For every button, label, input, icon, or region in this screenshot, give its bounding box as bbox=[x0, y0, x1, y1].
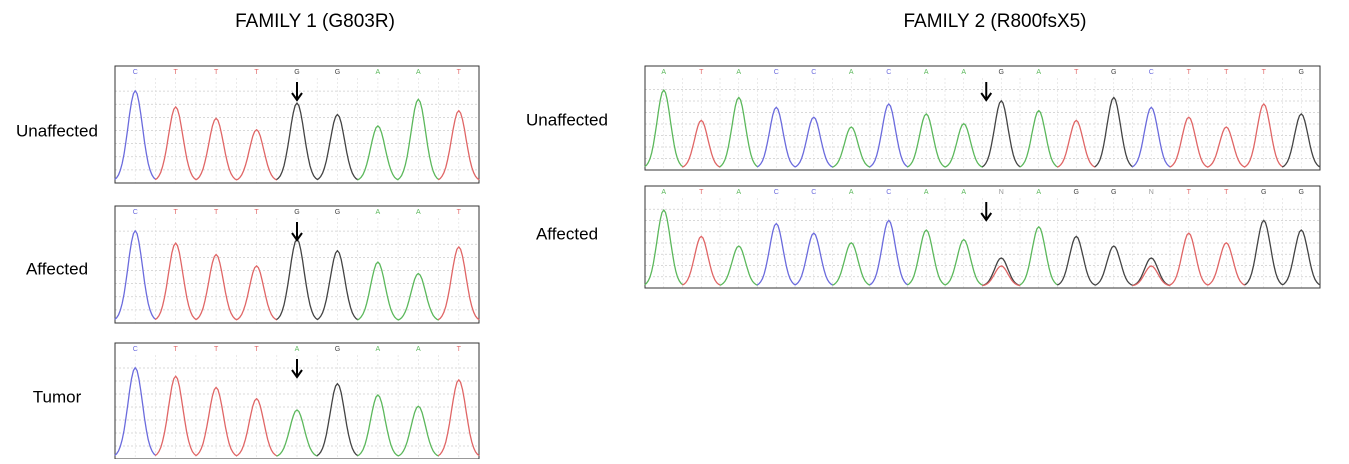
base-call: G bbox=[1111, 189, 1116, 196]
base-call: G bbox=[1299, 69, 1304, 76]
base-call: A bbox=[416, 209, 421, 216]
row-label: Affected bbox=[536, 224, 598, 243]
base-call: G bbox=[999, 69, 1004, 76]
base-call: C bbox=[774, 69, 779, 76]
base-call: A bbox=[924, 189, 929, 196]
base-call: A bbox=[1036, 69, 1041, 76]
base-call: C bbox=[133, 209, 138, 216]
base-call: C bbox=[133, 69, 138, 76]
base-call: C bbox=[1149, 69, 1154, 76]
base-call: G bbox=[294, 69, 299, 76]
base-call: A bbox=[416, 346, 421, 353]
trace-box bbox=[645, 186, 1320, 288]
base-call: G bbox=[335, 346, 340, 353]
base-call: A bbox=[1036, 189, 1041, 196]
base-call: A bbox=[961, 189, 966, 196]
base-call: C bbox=[133, 346, 138, 353]
base-call: T bbox=[699, 189, 704, 196]
base-call: N bbox=[999, 189, 1004, 196]
base-call: A bbox=[376, 346, 381, 353]
base-call: A bbox=[416, 69, 421, 76]
base-call: T bbox=[214, 69, 219, 76]
row-label: Unaffected bbox=[16, 121, 98, 140]
base-call: C bbox=[811, 69, 816, 76]
base-call: T bbox=[214, 209, 219, 216]
base-call: C bbox=[811, 189, 816, 196]
figure: FAMILY 1 (G803R) FAMILY 2 (R800fsX5) Una… bbox=[0, 0, 1349, 459]
base-call: A bbox=[295, 346, 300, 353]
base-call: A bbox=[661, 69, 666, 76]
base-call: T bbox=[1187, 189, 1192, 196]
base-call: A bbox=[849, 189, 854, 196]
base-call: G bbox=[335, 69, 340, 76]
base-call: C bbox=[886, 69, 891, 76]
base-call: T bbox=[699, 69, 704, 76]
row-label: Unaffected bbox=[526, 110, 608, 129]
base-call: A bbox=[661, 189, 666, 196]
peak bbox=[317, 251, 358, 320]
base-call: A bbox=[736, 189, 741, 196]
base-call: A bbox=[924, 69, 929, 76]
base-call: T bbox=[457, 346, 462, 353]
panel-title: FAMILY 2 (R800fsX5) bbox=[903, 11, 1086, 32]
peak bbox=[196, 387, 237, 455]
base-call: A bbox=[849, 69, 854, 76]
base-call: G bbox=[294, 209, 299, 216]
base-call: T bbox=[254, 346, 259, 353]
base-call: G bbox=[1111, 69, 1116, 76]
base-call: N bbox=[1149, 189, 1154, 196]
base-call: A bbox=[376, 69, 381, 76]
base-call: T bbox=[457, 209, 462, 216]
peak bbox=[1132, 107, 1170, 167]
base-call: T bbox=[174, 346, 179, 353]
base-call: T bbox=[1224, 69, 1229, 76]
base-call: T bbox=[1262, 69, 1267, 76]
base-call: T bbox=[254, 209, 259, 216]
base-call: C bbox=[774, 189, 779, 196]
base-call: T bbox=[174, 69, 179, 76]
base-call: G bbox=[1074, 189, 1079, 196]
peak bbox=[757, 107, 795, 167]
base-call: G bbox=[335, 209, 340, 216]
base-call: T bbox=[174, 209, 179, 216]
base-call: A bbox=[736, 69, 741, 76]
base-call: T bbox=[457, 69, 462, 76]
base-call: T bbox=[1074, 69, 1079, 76]
base-call: A bbox=[376, 209, 381, 216]
row-label: Tumor bbox=[33, 387, 82, 406]
base-call: T bbox=[214, 346, 219, 353]
base-call: A bbox=[961, 69, 966, 76]
base-call: G bbox=[1299, 189, 1304, 196]
base-call: T bbox=[254, 69, 259, 76]
base-call: C bbox=[886, 189, 891, 196]
base-call: T bbox=[1187, 69, 1192, 76]
peak bbox=[438, 111, 479, 180]
base-call: G bbox=[1261, 189, 1266, 196]
base-call: T bbox=[1224, 189, 1229, 196]
panel-title: FAMILY 1 (G803R) bbox=[235, 11, 395, 32]
row-label: Affected bbox=[26, 259, 88, 278]
